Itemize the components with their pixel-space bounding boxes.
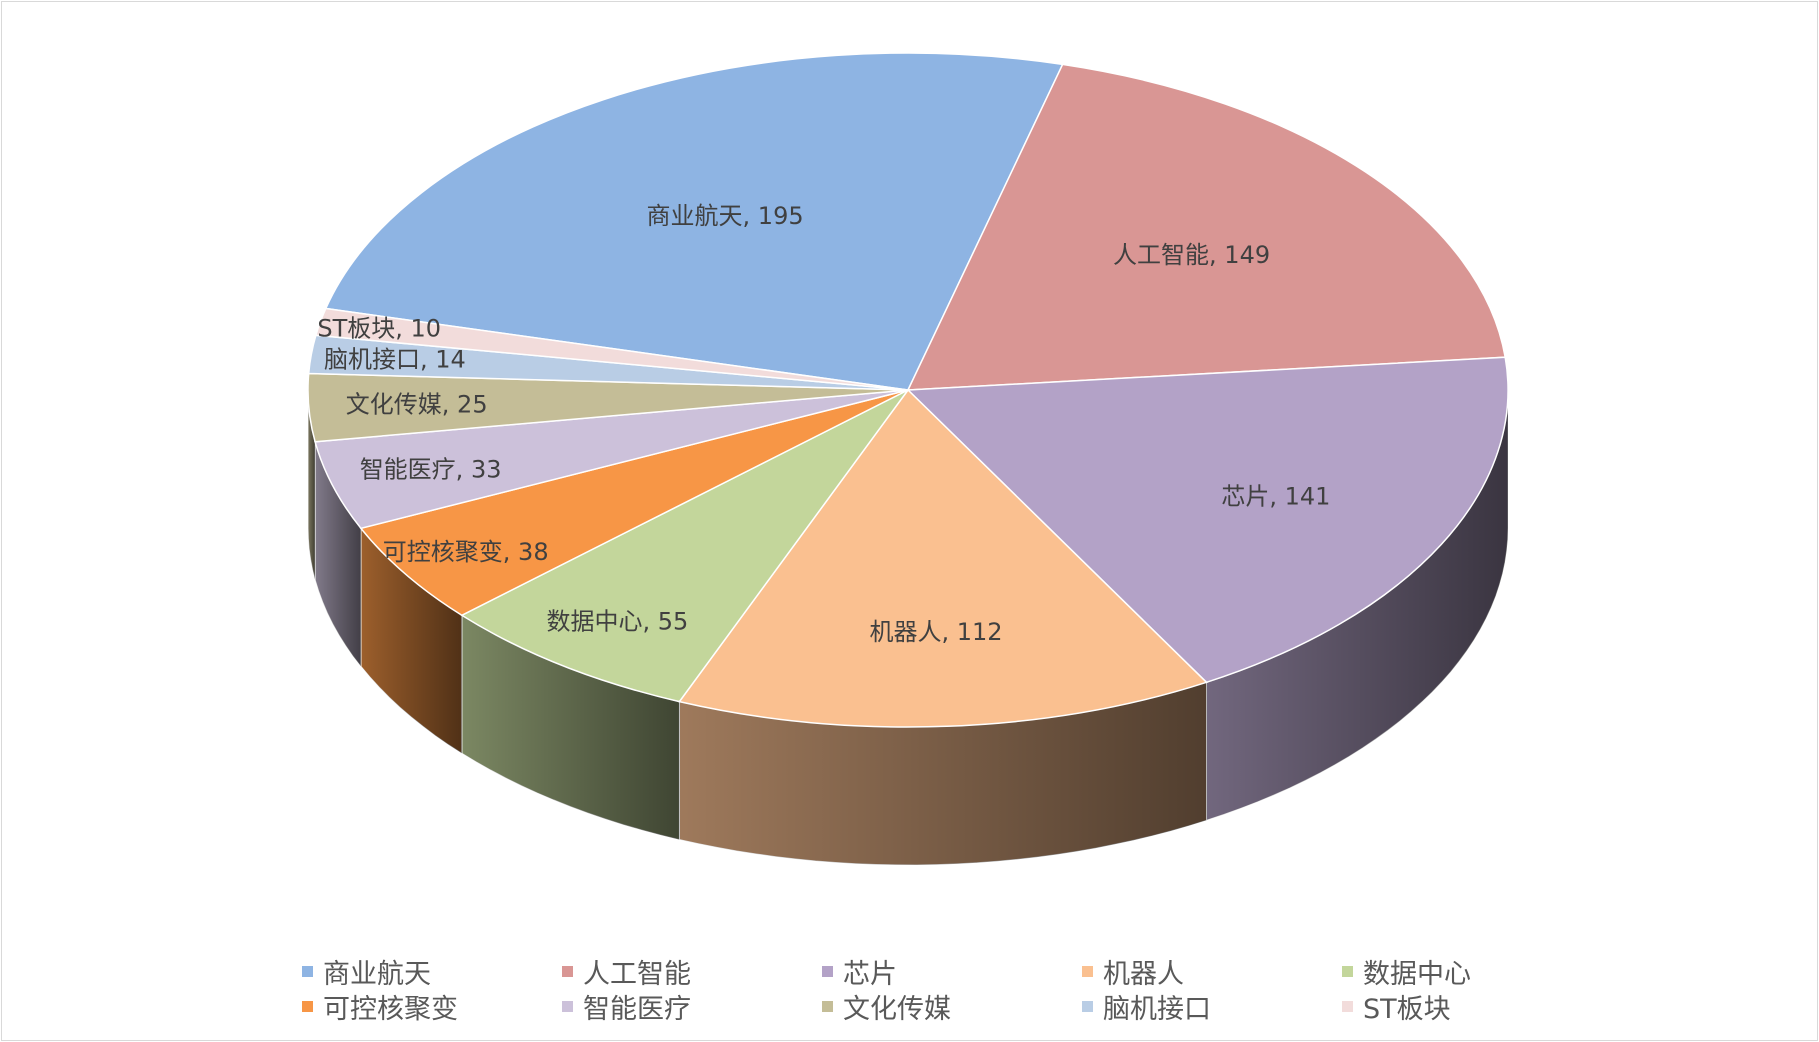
slice-芯片-side-shade bbox=[1206, 390, 1508, 821]
legend-swatch bbox=[562, 966, 573, 977]
legend-label: 机器人 bbox=[1103, 959, 1184, 990]
chart-legend: 商业航天 人工智能 芯片 机器人 数据中心 可控核聚变 智能医疗 文化传媒 脑机接口 ST板块 bbox=[302, 954, 1602, 1025]
legend-row: 商业航天 人工智能 芯片 机器人 数据中心 bbox=[302, 954, 1602, 990]
slice-智能医疗-side-shade bbox=[315, 441, 361, 667]
slice-人工智能 bbox=[906, 63, 1507, 391]
slice-脑机接口-data-label: 脑机接口, 14 bbox=[324, 345, 466, 373]
legend-label: 脑机接口 bbox=[1103, 994, 1211, 1025]
legend-label: ST板块 bbox=[1363, 994, 1451, 1025]
pie-tops bbox=[307, 52, 1509, 728]
legend-item: 智能医疗 bbox=[562, 989, 822, 1025]
legend-item: 文化传媒 bbox=[822, 989, 1082, 1025]
legend-swatch bbox=[1342, 966, 1353, 977]
legend-swatch bbox=[1342, 1001, 1353, 1012]
slice-商业航天 bbox=[324, 52, 1064, 391]
slice-机器人-side-shade bbox=[679, 682, 1207, 865]
slice-数据中心-data-label: 数据中心, 55 bbox=[547, 607, 689, 635]
legend-swatch bbox=[302, 1001, 313, 1012]
legend-swatch bbox=[562, 1001, 573, 1012]
legend-item: 机器人 bbox=[1082, 954, 1342, 990]
legend-item: 脑机接口 bbox=[1082, 989, 1342, 1025]
legend-swatch bbox=[822, 966, 833, 977]
legend-item: ST板块 bbox=[1342, 989, 1602, 1025]
slice-ST板块 bbox=[314, 307, 909, 391]
legend-label: 智能医疗 bbox=[583, 994, 691, 1025]
slice-可控核聚变-side-shade bbox=[360, 528, 462, 754]
legend-swatch bbox=[1082, 1001, 1093, 1012]
slice-文化传媒-data-label: 文化传媒, 25 bbox=[346, 391, 488, 419]
legend-row: 可控核聚变 智能医疗 文化传媒 脑机接口 ST板块 bbox=[302, 989, 1602, 1025]
slice-数据中心-side-shade bbox=[461, 615, 680, 840]
slice-可控核聚变-data-label: 可控核聚变, 38 bbox=[383, 538, 549, 566]
pie-sides bbox=[307, 389, 1509, 866]
legend-item: 人工智能 bbox=[562, 954, 822, 990]
legend-item: 商业航天 bbox=[302, 954, 562, 990]
slice-商业航天-data-label: 商业航天, 195 bbox=[647, 202, 804, 230]
legend-label: 人工智能 bbox=[583, 959, 691, 990]
legend-label: 芯片 bbox=[843, 959, 897, 990]
legend-label: 数据中心 bbox=[1363, 959, 1471, 990]
slice-ST板块-data-label: ST板块, 10 bbox=[317, 315, 441, 343]
slice-机器人 bbox=[678, 388, 1208, 728]
slice-智能医疗-data-label: 智能医疗, 33 bbox=[360, 456, 502, 484]
legend-item: 芯片 bbox=[822, 954, 1082, 990]
legend-swatch bbox=[822, 1001, 833, 1012]
legend-item: 数据中心 bbox=[1342, 954, 1602, 990]
legend-label: 文化传媒 bbox=[843, 994, 951, 1025]
legend-swatch bbox=[302, 966, 313, 977]
slice-机器人-data-label: 机器人, 112 bbox=[869, 618, 1002, 646]
slice-人工智能-data-label: 人工智能, 149 bbox=[1113, 241, 1270, 269]
slice-可控核聚变 bbox=[359, 389, 909, 617]
legend-label: 商业航天 bbox=[323, 959, 431, 990]
slice-芯片 bbox=[906, 356, 1509, 684]
legend-swatch bbox=[1082, 966, 1093, 977]
legend-item: 可控核聚变 bbox=[302, 989, 562, 1025]
pie-data-labels: 商业航天, 195 人工智能, 149 芯片, 141 机器人, 112 数据中心, 5… bbox=[317, 202, 1330, 646]
legend-label: 可控核聚变 bbox=[323, 994, 458, 1025]
slice-芯片-data-label: 芯片, 141 bbox=[1221, 483, 1330, 511]
slice-数据中心 bbox=[460, 389, 909, 703]
